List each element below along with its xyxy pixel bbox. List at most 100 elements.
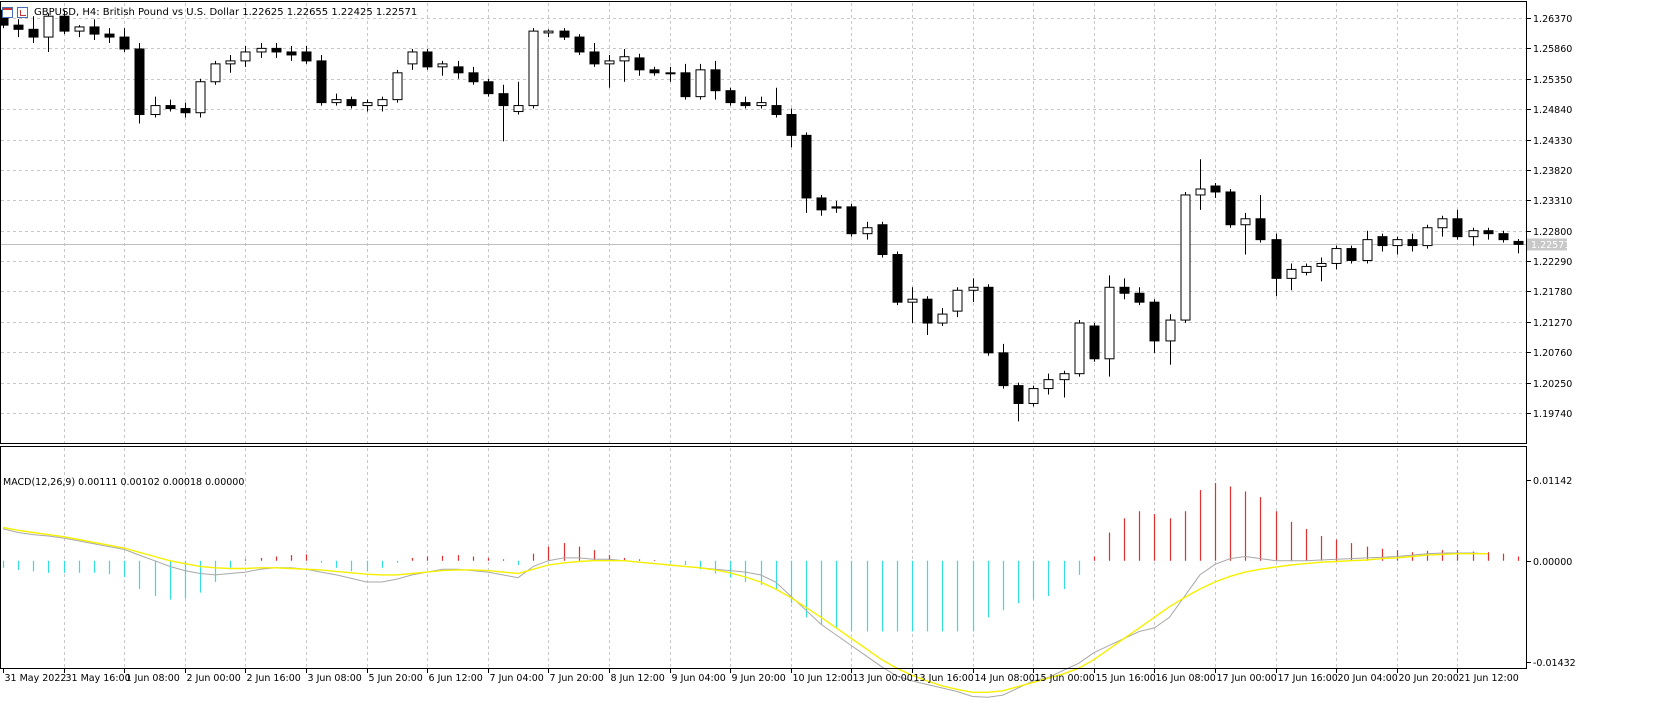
- candle-body: [968, 286, 979, 291]
- candle-body: [437, 63, 448, 68]
- macd-indicator: [2, 482, 1520, 698]
- price-tick-label: 1.24840: [1533, 105, 1572, 116]
- candle: [1271, 233, 1282, 297]
- candle-body: [1225, 191, 1236, 226]
- candle: [1498, 230, 1509, 243]
- signal-line: [2, 526, 1488, 693]
- macd-panel-frame: [0, 446, 1527, 669]
- candle: [801, 132, 812, 213]
- candle: [619, 48, 630, 82]
- candle-body: [1377, 236, 1388, 247]
- line-chart-icon[interactable]: [17, 6, 28, 18]
- candle: [1089, 323, 1100, 362]
- candle: [346, 96, 357, 109]
- candle-body: [983, 286, 994, 354]
- candle-body: [331, 99, 342, 104]
- candle-body: [1089, 325, 1100, 360]
- candle-body: [877, 224, 888, 256]
- candle-body: [498, 93, 509, 107]
- time-tick-label: 31 May 16:00: [66, 673, 131, 684]
- candle-body: [1119, 286, 1130, 294]
- chart-title: GBPUSD, H4: British Pound vs U.S. Dollar…: [34, 6, 418, 18]
- candle-body: [240, 51, 251, 62]
- time-tick-label: 31 May 2022: [5, 673, 67, 684]
- candle: [831, 200, 842, 213]
- candle-body: [1059, 373, 1070, 381]
- candle: [725, 87, 736, 106]
- time-tick-label: 8 Jun 12:00: [611, 673, 665, 684]
- time-tick-label: 20 Jun 20:00: [1399, 673, 1459, 684]
- candle-body: [104, 33, 115, 38]
- candle-body: [89, 26, 100, 35]
- candle-body: [59, 15, 70, 32]
- candle: [1377, 233, 1388, 252]
- candle-body: [1028, 388, 1039, 404]
- candle: [816, 194, 827, 216]
- candle: [1043, 373, 1054, 395]
- macd-line: [2, 528, 1488, 698]
- candle: [468, 66, 479, 85]
- candle: [1104, 275, 1115, 377]
- candle-body: [574, 36, 585, 53]
- candle: [392, 69, 403, 103]
- time-tick-label: 1 Jun 08:00: [126, 673, 180, 684]
- candle: [1483, 227, 1494, 240]
- candle-body: [831, 206, 842, 209]
- time-tick-label: 7 Jun 20:00: [550, 673, 604, 684]
- price-tick-label: 1.20250: [1533, 379, 1572, 390]
- candle: [1437, 215, 1448, 237]
- candle-body: [1452, 218, 1463, 238]
- candle: [331, 93, 342, 106]
- candle: [1240, 212, 1251, 255]
- candle: [543, 29, 554, 38]
- candle-body: [740, 102, 751, 107]
- candle: [1452, 209, 1463, 240]
- candle: [437, 60, 448, 76]
- candle: [1513, 239, 1524, 254]
- candle: [453, 60, 464, 79]
- candle-body: [453, 66, 464, 74]
- candle-body: [13, 24, 24, 30]
- price-tick-label: 1.22800: [1533, 227, 1572, 238]
- candle: [1468, 227, 1479, 246]
- time-tick-label: 7 Jun 04:00: [490, 673, 544, 684]
- axes: 1.26370 1.25860 1.25350 1.24840 1.24330 1.238…: [0, 1, 1576, 684]
- candle: [1407, 233, 1418, 252]
- candle-body: [665, 72, 676, 75]
- candle-body: [316, 60, 327, 104]
- candle: [786, 108, 797, 148]
- candle-body: [1331, 248, 1342, 264]
- time-tick-label: 9 Jun 20:00: [732, 673, 786, 684]
- price-tick-label: 1.21270: [1533, 318, 1572, 329]
- candle-body: [1210, 185, 1221, 193]
- time-tick-label: 2 Jun 16:00: [247, 673, 301, 684]
- candle: [256, 43, 267, 58]
- candles: [0, 7, 1524, 422]
- time-tick-label: 14 Jun 08:00: [975, 673, 1035, 684]
- candle-body: [1392, 239, 1403, 247]
- time-tick-label: 6 Jun 12:00: [429, 673, 483, 684]
- candle-body: [225, 60, 236, 65]
- candle-body: [937, 313, 948, 324]
- time-tick-label: 21 Jun 12:00: [1459, 673, 1519, 684]
- candle-body: [1346, 248, 1357, 261]
- candle: [286, 46, 297, 61]
- candle-body: [271, 47, 282, 53]
- candle-body: [543, 30, 554, 34]
- candle-body: [604, 60, 615, 65]
- candle: [1346, 245, 1357, 264]
- candle: [1059, 370, 1070, 398]
- time-tick-label: 20 Jun 04:00: [1338, 673, 1398, 684]
- chart-bars-icon[interactable]: [2, 6, 13, 18]
- candle: [1301, 263, 1312, 276]
- time-tick-label: 15 Jun 16:00: [1096, 673, 1156, 684]
- candle-body: [1240, 218, 1251, 226]
- candle: [240, 46, 251, 67]
- candle-body: [846, 206, 857, 235]
- candle-body: [1134, 292, 1145, 303]
- candle: [271, 43, 282, 58]
- candle: [559, 28, 570, 41]
- candle-body: [1316, 262, 1327, 267]
